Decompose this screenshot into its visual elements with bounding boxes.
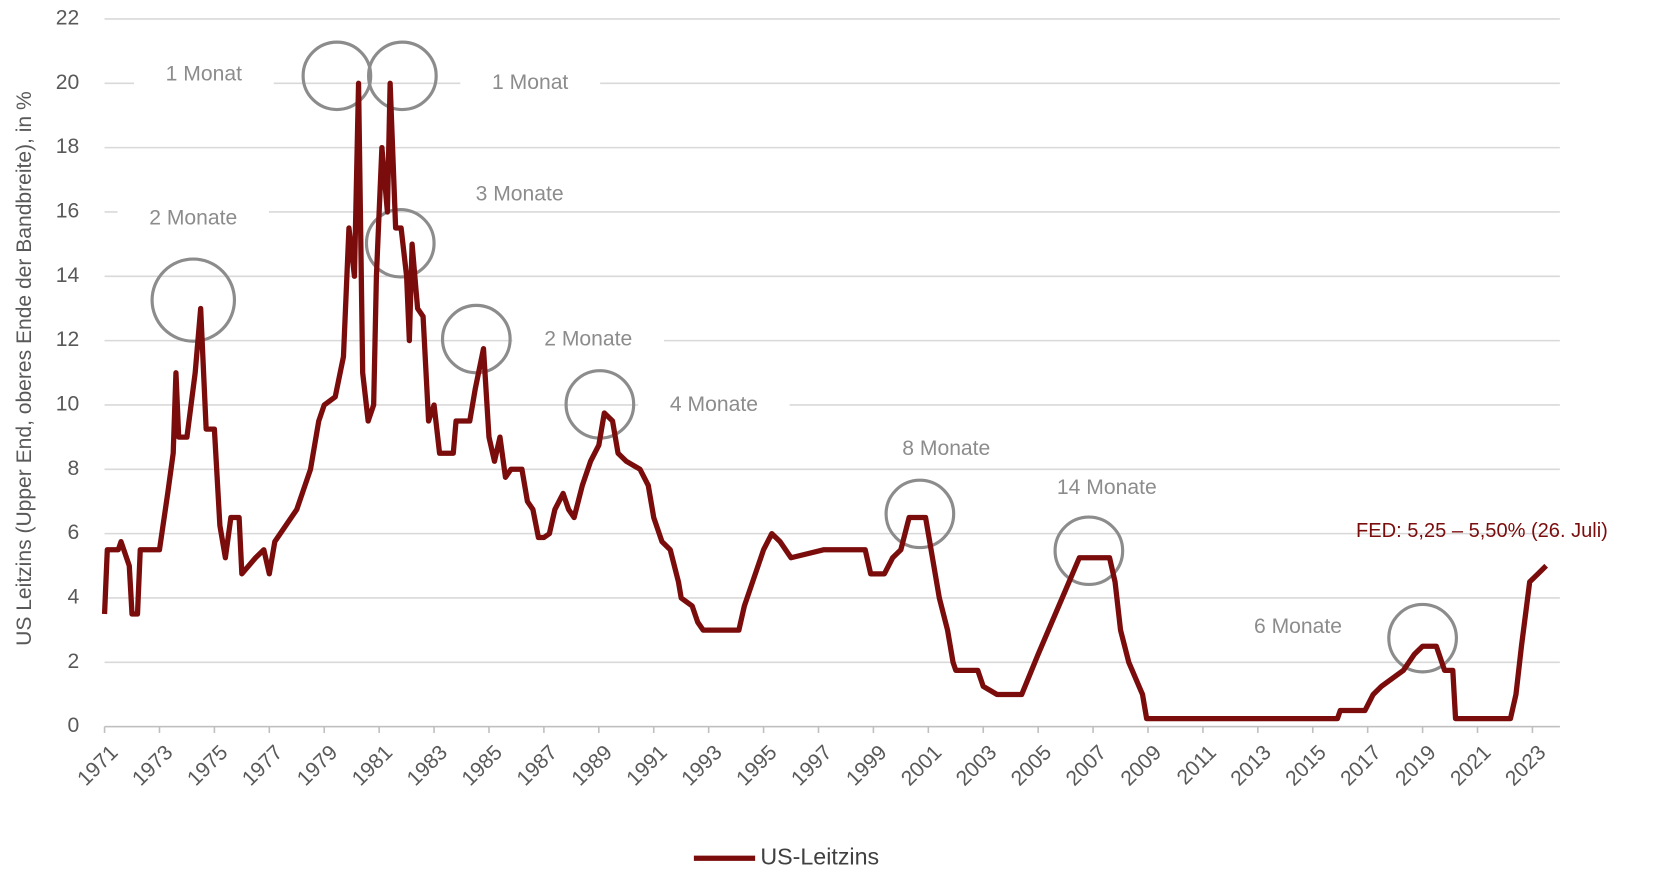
highlight-circle — [884, 478, 956, 550]
x-tick-label: 1989 — [567, 741, 616, 790]
y-tick-label: 6 — [67, 521, 79, 544]
x-tick-label: 2007 — [1062, 741, 1111, 790]
highlight-circle — [440, 303, 512, 375]
data-line — [101, 80, 1549, 722]
x-tick-label: 2015 — [1281, 741, 1330, 790]
x-tick-label: 1971 — [73, 741, 122, 790]
x-tick-label: 1993 — [677, 741, 726, 790]
y-tick-label: 12 — [56, 328, 79, 351]
x-tick-label: 1975 — [183, 741, 232, 790]
x-tick-label: 2021 — [1446, 741, 1495, 790]
x-tick-label: 1977 — [238, 741, 287, 790]
annotation: 3 Monate — [476, 182, 564, 205]
y-tick-label: 2 — [67, 650, 79, 673]
x-tick-label: 1985 — [458, 741, 507, 790]
circles — [150, 40, 1458, 674]
y-tick-label: 14 — [56, 264, 80, 287]
x-tick-label: 2023 — [1501, 741, 1550, 790]
x-tick-label: 1987 — [512, 741, 561, 790]
y-tick-label: 10 — [56, 393, 79, 416]
highlight-circle — [367, 40, 438, 112]
x-tick-label: 2005 — [1007, 741, 1056, 790]
x-tick-label: 2011 — [1173, 741, 1221, 789]
x-tick-label: 2003 — [952, 741, 1001, 790]
highlight-circle — [301, 40, 373, 112]
x-tick-label: 1983 — [403, 741, 452, 790]
x-tick-label: 1999 — [842, 741, 891, 790]
x-tick-label: 1973 — [128, 741, 177, 790]
annotation-bg — [1222, 615, 1374, 639]
annotation-bg — [134, 62, 274, 86]
annotation-bg — [1025, 476, 1189, 500]
y-tick-label: 8 — [67, 457, 79, 480]
x-tick-label: 2009 — [1117, 741, 1166, 790]
annotation-bg — [443, 182, 596, 206]
x-tick-label: 1995 — [732, 741, 781, 790]
annotation: 6 Monate — [1254, 615, 1342, 638]
x-tick-label: 2017 — [1336, 741, 1385, 790]
x-tick-label: 2013 — [1226, 741, 1275, 790]
highlight-circle — [364, 207, 436, 279]
x-tick-label: 2001 — [897, 741, 946, 790]
annotation: FED: 5,25 – 5,50% (26. Juli) — [1356, 520, 1608, 542]
y-tick-label: 18 — [56, 135, 79, 158]
annotation-bg — [460, 70, 601, 94]
x-tick-label: 1997 — [787, 741, 836, 790]
annotation: 8 Monate — [902, 437, 990, 460]
y-tick-label: 4 — [67, 586, 79, 609]
highlight-circle — [1053, 515, 1125, 587]
annotation-bg — [117, 206, 269, 230]
annotation-bg — [638, 393, 790, 416]
y-tick-label: 16 — [56, 200, 79, 223]
y-tick-label: 20 — [56, 71, 79, 94]
annotation: 1 Monat — [492, 71, 568, 94]
legend-label: US-Leitzins — [760, 843, 879, 869]
y-axis-label: US Leitzins (Upper End, oberes Ende der … — [13, 91, 36, 646]
annotation: 2 Monate — [149, 207, 237, 230]
highlight-circle — [150, 257, 237, 343]
x-tick-label: 1991 — [622, 741, 671, 790]
annotation: 2 Monate — [544, 328, 632, 351]
annotation: 1 Monat — [166, 62, 242, 85]
x-tick-label: 1979 — [293, 741, 342, 790]
y-tick-label: 0 — [67, 714, 79, 737]
annotation: 4 Monate — [670, 393, 758, 416]
annotation-bg — [512, 327, 664, 351]
y-tick-label: 22 — [56, 7, 79, 30]
annotation-bg — [870, 437, 1022, 461]
highlight-circle — [1387, 602, 1458, 674]
x-tick-label: 2019 — [1391, 741, 1440, 790]
x-tick-label: 1981 — [348, 741, 397, 790]
annotation: 14 Monate — [1057, 476, 1157, 499]
